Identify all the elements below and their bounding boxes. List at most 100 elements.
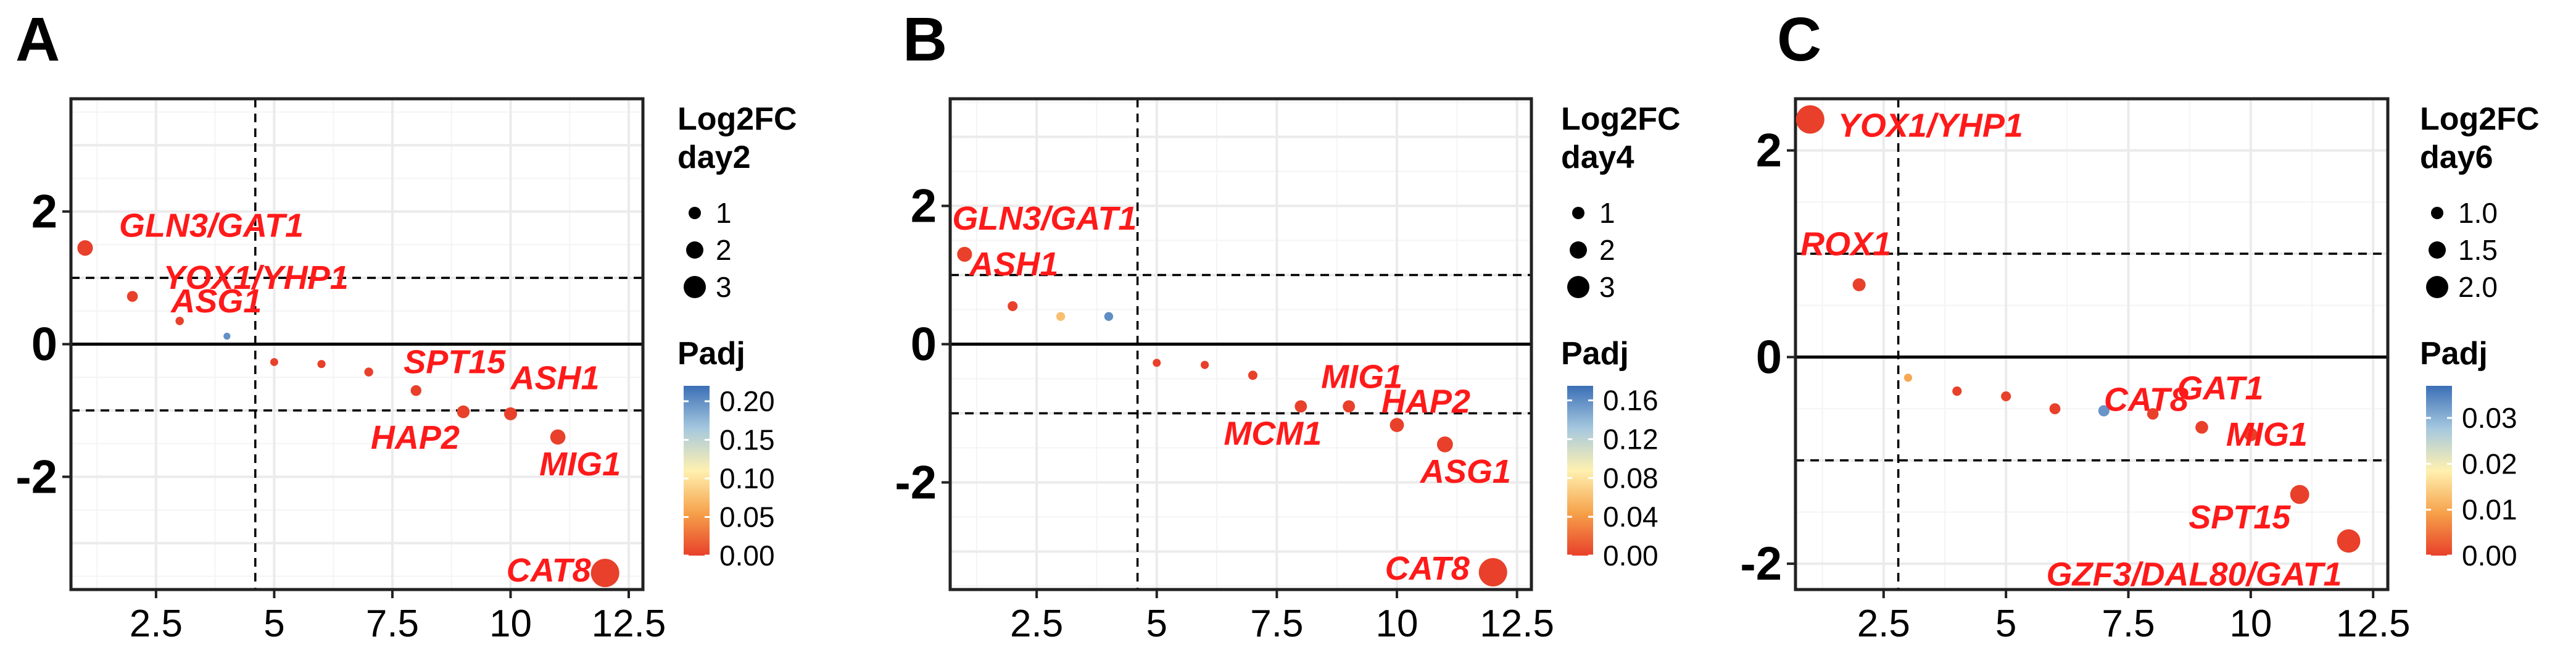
gene-label: SPT15 [404,344,506,381]
color-legend-label: 0.04 [1603,501,1659,533]
y-tick-label: 2 [911,180,937,233]
color-legend-label: 0.16 [1603,385,1659,417]
data-point [1104,312,1114,321]
data-point [1952,386,1962,396]
color-legend-label: 0.05 [719,501,775,533]
y-tick-label: 0 [1756,331,1782,383]
x-tick-label: 7.5 [366,603,419,645]
color-legend-bar [2426,386,2452,556]
gene-label: GLN3/GAT1 [952,200,1137,237]
data-point [2290,485,2309,504]
gene-label: SPT15 [2189,499,2291,536]
x-tick-label: 10 [489,603,532,645]
data-point [1294,400,1307,413]
y-tick-label: -2 [15,451,57,503]
gene-label: MIG1 [1321,358,1402,395]
gene-label: MIG1 [2226,416,2308,453]
panel-letter: B [903,5,947,74]
color-legend: Padj 0.03 0.02 0.01 0.00 [2420,336,2517,572]
data-point [2147,408,2159,420]
color-legend-title: Padj [677,336,745,372]
x-tick-label: 7.5 [2102,603,2155,645]
data-point [1343,400,1356,413]
size-legend-label: 1.0 [2458,197,2498,229]
x-tick-label: 12.5 [1480,603,1554,645]
x-tick-label: 5 [263,603,284,645]
data-point [364,367,373,377]
color-legend-label: 0.01 [2462,494,2517,526]
size-legend-key [2431,207,2443,219]
panel-b: B 2 0 -2 2.5 5 7.5 10 12.5 GLN3/GAT1 ASH1 MCM1 MIG1H… [895,5,1680,645]
size-legend-label: 2.0 [2458,271,2498,303]
size-legend-key [1572,207,1584,219]
data-point [175,317,184,325]
y-tick-label: -2 [1740,538,1782,590]
color-legend-title: Padj [2420,336,2488,372]
x-tick-label: 10 [1376,603,1418,645]
gene-label: ROX1 [1800,225,1891,262]
data-point [957,246,972,262]
color-legend: Padj 0.20 0.15 0.10 0.05 0.00 [677,336,775,572]
size-legend-key [1570,241,1587,259]
color-legend-label: 0.12 [1603,423,1659,455]
data-point [2337,529,2361,553]
size-legend-key [2426,276,2448,298]
gridlines [1795,99,2388,590]
color-legend-label: 0.00 [2462,540,2517,572]
gene-label: YOX1/YHP1 [1838,107,2023,144]
panel-letter: C [1777,5,1821,74]
gene-label: HAP2 [371,419,460,456]
color-legend-bar [1567,386,1593,556]
y-tick-label: -2 [895,456,937,509]
color-legend-label: 0.02 [2462,448,2517,480]
size-legend-key [689,207,701,219]
x-tick-label: 12.5 [592,603,666,645]
gene-label: HAP2 [1381,383,1470,420]
gene-label: MCM1 [1224,415,1322,452]
size-legend-key [1567,276,1589,298]
color-legend-label: 0.03 [2462,402,2517,434]
data-point [126,291,138,302]
size-legend-label: 1 [716,197,732,229]
data-point [2243,428,2258,441]
size-legend-label: 3 [716,271,732,303]
x-tick-label: 2.5 [1857,603,1910,645]
data-point [410,385,421,396]
y-tick-label: 2 [31,186,57,238]
data-point [1852,278,1866,291]
x-tick-label: 7.5 [1250,603,1303,645]
x-tick-label: 5 [1146,603,1167,645]
data-point [2098,405,2110,417]
gene-label: YOX1/YHP1 [164,259,349,296]
y-tick-label: 2 [1756,125,1782,177]
size-legend-label: 2 [716,234,732,266]
data-point [2001,391,2011,402]
data-point [1903,373,1913,382]
gene-label: ASG1 [1419,453,1511,490]
data-point [1795,105,1824,134]
size-legend-key [686,241,703,259]
color-legend-bar [684,386,710,556]
color-legend-label: 0.00 [719,540,775,572]
data-point [1248,370,1257,380]
data-point [317,360,326,369]
gene-label: CAT8 [507,552,591,589]
gene-label: ASG1 [170,283,262,320]
size-legend-key [2429,241,2446,259]
data-point [1436,436,1453,452]
size-legend-subtitle: day2 [677,140,751,175]
color-legend-label: 0.20 [719,385,775,417]
gene-label: CAT8 [2104,381,2189,418]
data-point [77,240,93,256]
gene-label: GZF3/DAL80/GAT1 [2047,556,2342,593]
data-point [270,358,278,366]
size-legend-label: 3 [1599,271,1615,303]
data-point [503,407,517,420]
x-tick-label: 2.5 [1010,603,1063,645]
data-point [1389,418,1404,432]
